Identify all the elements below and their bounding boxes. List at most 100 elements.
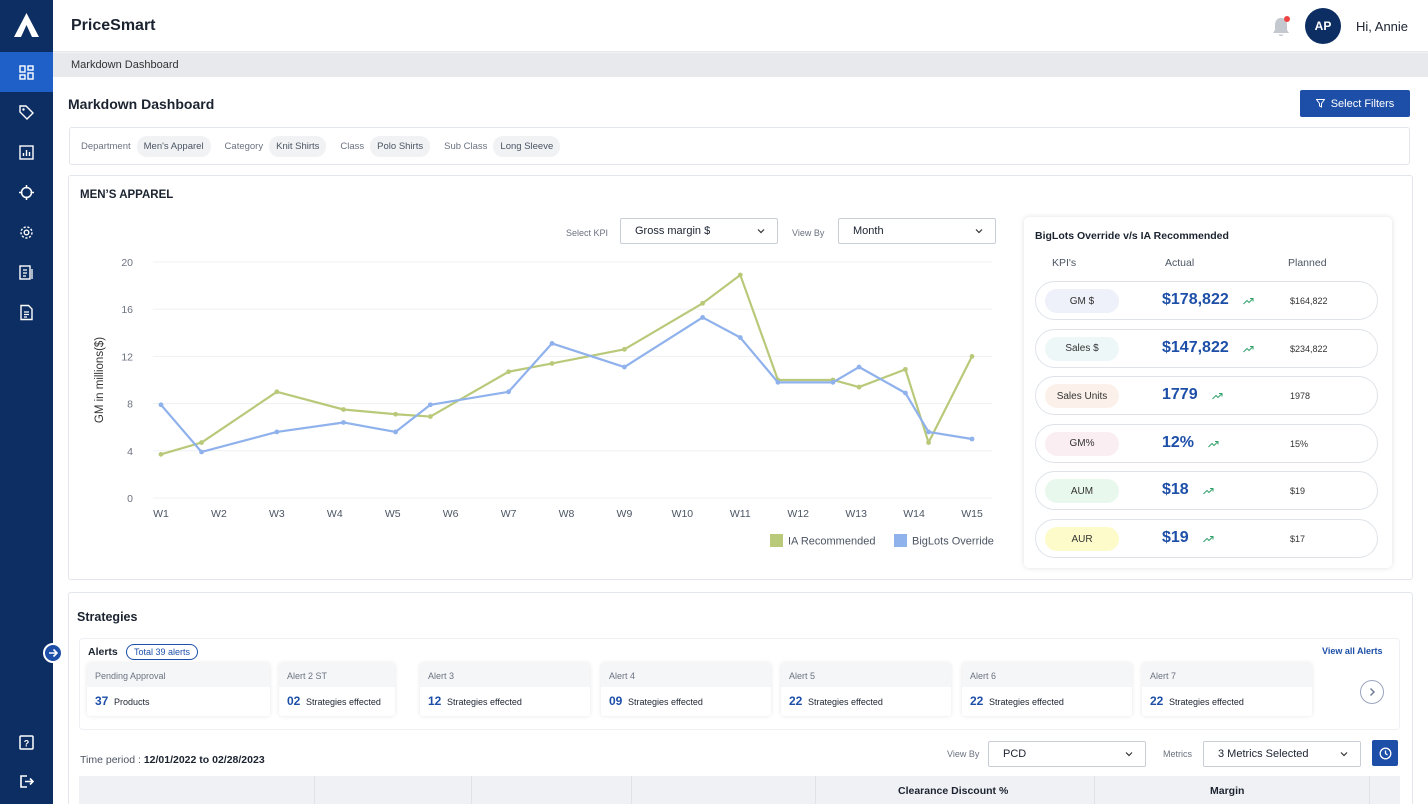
chevron-right-icon xyxy=(1370,688,1375,696)
select-kpi-dropdown[interactable]: Gross margin $ xyxy=(620,218,778,244)
column-header[interactable]: Margin xyxy=(1210,785,1245,797)
metrics-label: Metrics xyxy=(1163,749,1192,759)
chevron-down-icon xyxy=(1340,752,1348,757)
chart-panel-title: MEN’S APPAREL xyxy=(80,189,174,201)
breadcrumb[interactable]: Markdown Dashboard xyxy=(71,59,179,71)
data-point xyxy=(506,369,511,375)
kpi-row: AUR $19 $17 xyxy=(1035,519,1378,558)
sidebar-item-dashboard[interactable] xyxy=(0,52,53,92)
app-logo-icon[interactable] xyxy=(13,12,40,38)
sidebar-item-report[interactable] xyxy=(0,252,53,292)
data-point xyxy=(393,411,399,417)
x-tick-label: W10 xyxy=(672,508,694,520)
filter-chip[interactable]: Polo Shirts xyxy=(370,135,431,157)
app-title: PriceSmart xyxy=(71,17,156,34)
data-point xyxy=(393,429,399,435)
sidebar-item-gear[interactable] xyxy=(0,212,53,252)
data-point xyxy=(341,407,346,412)
kpi-actual-value: 1779 xyxy=(1162,386,1198,404)
x-tick-label: W13 xyxy=(845,508,867,520)
kpi-actual-value: 12% xyxy=(1162,433,1195,451)
y-tick-label: 12 xyxy=(121,351,133,363)
kpi-row: Sales $ $147,822 $234,822 xyxy=(1035,328,1378,368)
filter-chip[interactable]: Long Sleeve xyxy=(493,135,561,157)
data-point xyxy=(622,346,627,352)
logout-icon[interactable] xyxy=(0,761,53,801)
strat-view-by-value: PCD xyxy=(1003,748,1027,760)
filter-chip[interactable]: Men's Apparel xyxy=(136,135,211,157)
alert-card[interactable]: Alert 6 22 Strategies effected xyxy=(962,663,1132,716)
column-header[interactable]: Clearance Discount % xyxy=(898,785,1009,797)
page-title: Markdown Dashboard xyxy=(68,96,215,112)
strat-view-by-dropdown[interactable]: PCD xyxy=(988,741,1146,767)
trend-up-icon xyxy=(1203,488,1214,495)
avatar[interactable]: AP xyxy=(1305,8,1341,44)
alert-card[interactable]: Alert 4 09 Strategies effected xyxy=(601,663,771,716)
data-point xyxy=(549,341,555,346)
trend-up-icon xyxy=(1203,536,1214,543)
alert-name: Alert 3 xyxy=(420,663,590,687)
sidebar-item-tag[interactable] xyxy=(0,92,53,132)
kpi-name-pill: GM% xyxy=(1045,431,1119,456)
data-point xyxy=(856,384,862,390)
sidebar-expand-button[interactable] xyxy=(43,643,63,663)
view-by-value: Month xyxy=(853,225,884,237)
alert-card[interactable]: Alert 5 22 Strategies effected xyxy=(781,663,951,716)
trend-up-icon xyxy=(1243,298,1254,305)
data-point xyxy=(926,440,931,445)
help-icon[interactable]: ? xyxy=(0,722,53,762)
metrics-dropdown[interactable]: 3 Metrics Selected xyxy=(1203,741,1361,767)
y-tick-label: 4 xyxy=(127,446,133,458)
kpi-planned-value: $234,822 xyxy=(1290,343,1328,354)
alerts-next-button[interactable] xyxy=(1360,680,1384,704)
strat-view-by-label: View By xyxy=(947,749,980,759)
select-filters-button[interactable]: Select Filters xyxy=(1300,90,1410,117)
x-tick-label: W6 xyxy=(443,508,459,520)
data-point xyxy=(549,361,555,366)
x-tick-label: W9 xyxy=(617,508,633,520)
planned-header: Planned xyxy=(1288,257,1327,269)
alert-card[interactable]: Alert 7 22 Strategies effected xyxy=(1142,663,1312,716)
view-all-alerts-link[interactable]: View all Alerts xyxy=(1322,646,1383,656)
sidebar-item-crosshair[interactable] xyxy=(0,172,53,212)
schedule-button[interactable] xyxy=(1372,740,1398,766)
dashboard-icon xyxy=(19,64,34,80)
series-line xyxy=(160,273,973,456)
alert-text: Strategies effected xyxy=(628,697,703,707)
sidebar-item-document[interactable] xyxy=(0,292,53,332)
x-tick-label: W7 xyxy=(501,508,517,520)
bar-chart-icon xyxy=(19,144,34,160)
sidebar-item-bar-chart[interactable] xyxy=(0,132,53,172)
filter-icon xyxy=(1315,99,1325,108)
strategies-table-header: Clearance Discount % Margin xyxy=(79,776,1400,804)
alert-card[interactable]: Alert 2 ST 02 Strategies effected xyxy=(279,663,395,716)
kpi-actual-value: $178,822 xyxy=(1162,291,1229,308)
actual-header: Actual xyxy=(1165,257,1195,269)
main-content: Markdown Dashboard Select Filters Depart… xyxy=(53,77,1428,804)
tag-icon xyxy=(19,104,34,120)
alert-card[interactable]: Pending Approval 37 Products xyxy=(87,663,270,716)
kpi-actual-value: $18 xyxy=(1162,481,1189,499)
report-icon xyxy=(19,264,33,280)
view-by-dropdown[interactable]: Month xyxy=(838,218,996,244)
y-tick-label: 20 xyxy=(121,257,133,269)
clock-icon xyxy=(1379,747,1391,759)
alert-card[interactable]: Alert 3 12 Strategies effected xyxy=(420,663,590,716)
data-point xyxy=(506,389,511,395)
filter-chip[interactable]: Knit Shirts xyxy=(269,135,327,157)
user-greeting[interactable]: Hi, Annie xyxy=(1356,19,1409,34)
alert-text: Strategies effected xyxy=(447,697,522,707)
filter-summary: Department Men's Apparel Category Knit Shir… xyxy=(69,127,1410,165)
alerts-label: Alerts xyxy=(88,646,118,658)
alert-count: 22 xyxy=(789,694,803,708)
trend-up-icon xyxy=(1208,440,1219,448)
kpi-row: AUM $18 $19 xyxy=(1035,471,1378,511)
filter-label: Category xyxy=(224,140,264,152)
alert-name: Pending Approval xyxy=(87,663,270,687)
select-filters-label: Select Filters xyxy=(1330,97,1395,110)
data-point xyxy=(737,272,743,278)
alert-name: Alert 2 ST xyxy=(279,663,395,687)
data-point xyxy=(158,451,164,457)
x-tick-label: W4 xyxy=(327,508,343,520)
view-by-label: View By xyxy=(792,228,825,238)
